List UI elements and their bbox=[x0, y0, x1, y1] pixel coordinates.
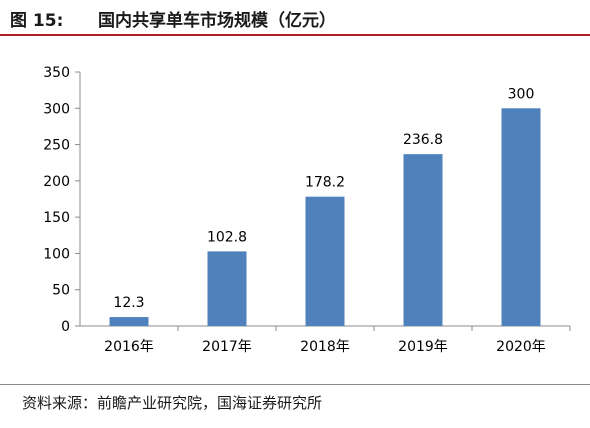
y-tick-label: 150 bbox=[43, 210, 70, 226]
y-tick-label: 200 bbox=[43, 174, 70, 190]
figure-label: 图 15: bbox=[10, 11, 64, 31]
figure-header: 图 15: 国内共享单车市场规模（亿元） bbox=[0, 0, 590, 36]
y-tick-label: 300 bbox=[43, 101, 70, 117]
data-label: 178.2 bbox=[305, 175, 345, 191]
data-label: 236.8 bbox=[403, 132, 443, 148]
x-tick-label: 2017年 bbox=[202, 339, 252, 355]
y-tick-label: 50 bbox=[52, 283, 70, 299]
data-label: 300 bbox=[508, 86, 535, 102]
footer-divider bbox=[0, 384, 590, 385]
y-tick-label: 350 bbox=[43, 65, 70, 81]
bar bbox=[305, 196, 345, 326]
y-tick-label: 0 bbox=[61, 319, 70, 335]
y-tick-label: 250 bbox=[43, 138, 70, 154]
bar bbox=[207, 251, 247, 326]
data-label: 12.3 bbox=[113, 295, 144, 311]
bar-chart: 0 50 100 150 200 250 300 350 12.3 2016年 102.8 2017年… bbox=[0, 36, 590, 380]
x-tick-label: 2019年 bbox=[398, 339, 448, 355]
x-tick-label: 2020年 bbox=[496, 339, 546, 355]
x-tick-label: 2016年 bbox=[104, 339, 154, 355]
bar bbox=[109, 317, 149, 326]
figure-title: 国内共享单车市场规模（亿元） bbox=[98, 11, 336, 31]
bar bbox=[403, 154, 443, 326]
y-tick-label: 100 bbox=[43, 246, 70, 262]
data-label: 102.8 bbox=[207, 229, 247, 245]
bar bbox=[501, 108, 541, 327]
x-tick-label: 2018年 bbox=[300, 339, 350, 355]
bar-chart-svg: 0 50 100 150 200 250 300 350 12.3 2016年 102.8 2017年… bbox=[43, 65, 571, 355]
source-note: 资料来源：前瞻产业研究院，国海证券研究所 bbox=[22, 394, 323, 412]
